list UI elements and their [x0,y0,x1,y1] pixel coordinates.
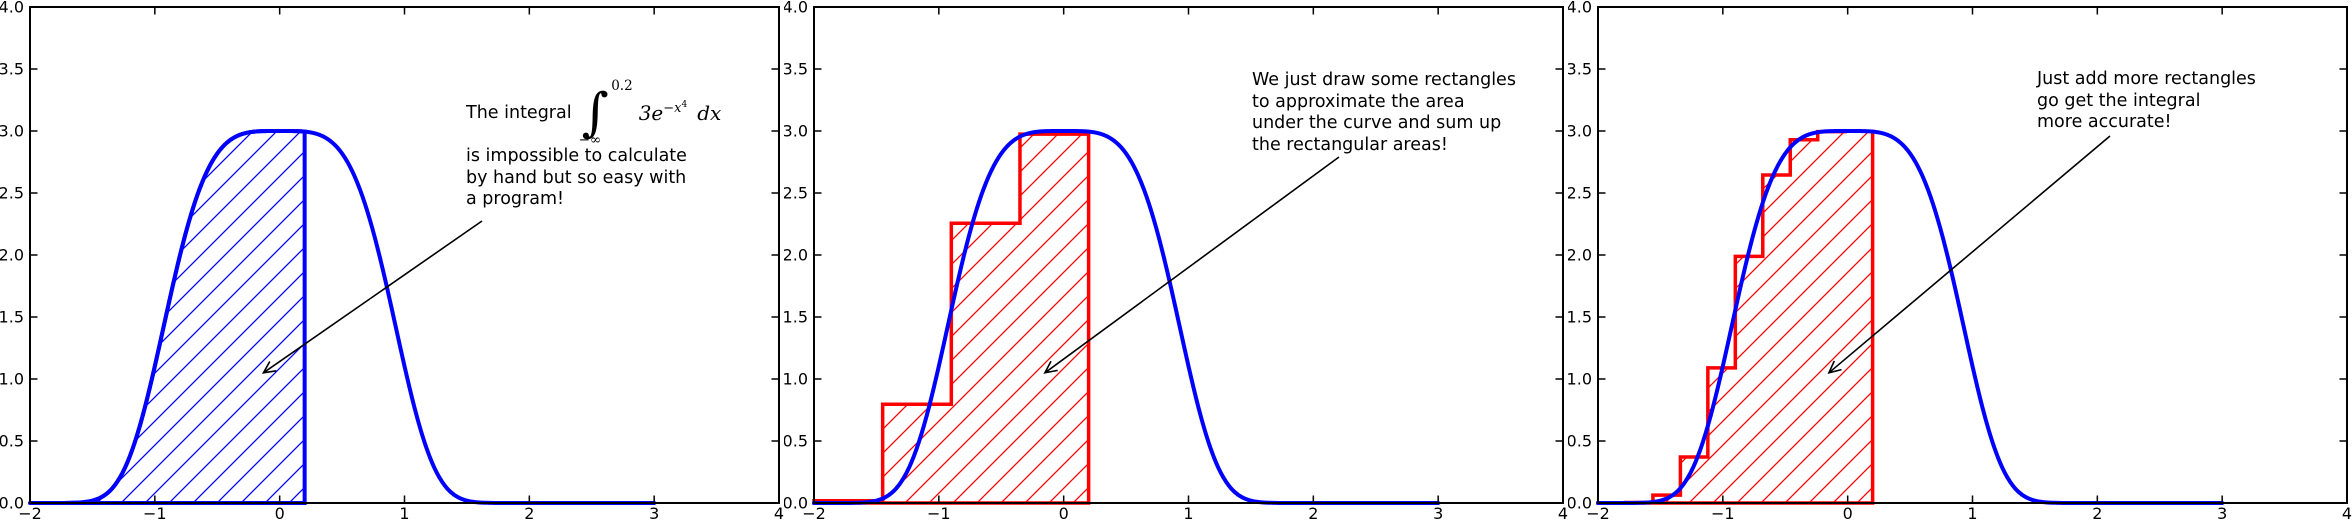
x-tick-label: 0 [275,504,285,523]
integral-lower-limit: −∞ [578,132,602,148]
annotation-line: We just draw some rectangles [1252,70,1516,90]
annotation-line: to approximate the area [1252,91,1465,112]
annotation-text: Just add more rectangles go get the inte… [2037,69,2256,134]
x-tick-label: 0 [1843,504,1853,523]
x-tick-label: −2 [1586,504,1610,523]
y-tick-label: 2.5 [784,184,808,203]
integral-sign-icon: ∫ 0.2 −∞ [579,79,633,147]
x-tick-label: 2 [1308,504,1318,523]
y-tick-label: 1.0 [0,370,24,389]
subplot-left-exact-integral: −2 −1 0 1 2 3 4 0.0 0.5 1.0 1.5 2.0 2.5 3.0 3.5 4.0 The… [0,0,784,524]
x-tick-label: −1 [143,504,167,523]
x-tick-label: 0 [1059,504,1069,523]
tick-marks [1597,6,2348,504]
integral-glyph: ∫ [581,83,609,143]
y-tick-label: 4.0 [1568,0,1592,17]
annotation-line: by hand but so easy with [466,167,687,188]
plot-background [0,0,784,524]
y-tick-label: 3.0 [1568,122,1592,141]
y-tick-label: 3.5 [1568,60,1592,79]
plot-canvas: −2 −1 0 1 2 3 4 0.0 0.5 1.0 1.5 2.0 2.5 3.0 3.5 4.0 [0,0,784,524]
y-tick-label: 2.0 [1568,246,1592,265]
annotation-line: under the curve and sum up [1252,113,1502,133]
x-tick-label: 3 [1433,504,1443,523]
y-tick-label: 1.5 [784,308,808,327]
subplot-middle-few-rectangles: −2 −1 0 1 2 3 4 0.0 0.5 1.0 1.5 2.0 2.5 3.0 3.5 4.0 We … [784,0,1568,524]
y-tick-label: 1.5 [0,308,24,327]
y-tick-label: 2.0 [784,246,808,265]
formula-prefix: The integral [466,103,572,123]
y-tick-label: 3.0 [0,122,24,141]
annotation-text: We just draw some rectangles to approxim… [1252,70,1516,156]
x-tick-label: 4 [2342,504,2352,523]
y-tick-label: 0.0 [0,494,24,513]
annotation-arrow [261,220,483,374]
differential: dx [697,101,722,125]
annotation-arrow [1043,156,1340,374]
y-tick-label: 0.5 [784,432,808,451]
x-tick-label: −2 [18,504,42,523]
annotation-line: Just add more rectangles [2037,69,2256,89]
x-tick-label: −1 [927,504,951,523]
annotation-line: is impossible to calculate [466,146,687,166]
y-tick-label: 0.0 [1568,494,1592,513]
annotation-line: the rectangular areas! [1252,134,1448,155]
x-tick-label: 1 [1967,504,1977,523]
annotation-line: go get the integral [2037,90,2201,111]
annotation-line: more accurate! [2037,112,2172,132]
x-tick-label: 1 [1183,504,1193,523]
y-tick-label: 4.0 [0,0,24,17]
y-tick-label: 1.5 [1568,308,1592,327]
y-tick-label: 3.0 [784,122,808,141]
annotation-line: a program! [466,189,565,209]
integral-formula: The integral ∫ 0.2 −∞ 3e−x4 dx [466,79,722,147]
y-tick-label: 1.0 [1568,370,1592,389]
y-tick-label: 2.5 [0,184,24,203]
tick-marks [29,6,780,504]
subplot-right-more-rectangles: −2 −1 0 1 2 3 4 0.0 0.5 1.0 1.5 2.0 2.5 3.0 3.5 4.0 Jus… [1568,0,2352,524]
integrand: 3e−x4 dx [638,100,722,125]
y-tick-label: 2.0 [0,246,24,265]
x-tick-label: 2 [2092,504,2102,523]
integral-upper-limit: 0.2 [611,78,633,94]
y-tick-label: 4.0 [784,0,808,17]
y-tick-label: 2.5 [1568,184,1592,203]
x-tick-label: 4 [774,504,784,523]
x-tick-label: −2 [802,504,826,523]
x-tick-label: 2 [524,504,534,523]
y-tick-label: 3.5 [0,60,24,79]
annotation-arrow [1827,135,2111,374]
y-tick-label: 0.0 [784,494,808,513]
x-tick-label: 1 [399,504,409,523]
x-tick-label: 4 [1558,504,1568,523]
annotation-text: is impossible to calculate by hand but s… [466,146,687,211]
y-tick-label: 1.0 [784,370,808,389]
plot-canvas: −2 −1 0 1 2 3 4 0.0 0.5 1.0 1.5 2.0 2.5 3.0 3.5 4.0 [1568,0,2352,524]
y-tick-label: 3.5 [784,60,808,79]
y-tick-label: 0.5 [1568,432,1592,451]
x-tick-label: 3 [649,504,659,523]
plot-canvas: −2 −1 0 1 2 3 4 0.0 0.5 1.0 1.5 2.0 2.5 3.0 3.5 4.0 [784,0,1568,524]
x-tick-label: 3 [2217,504,2227,523]
tick-marks [813,6,1564,504]
x-tick-label: −1 [1711,504,1735,523]
y-tick-label: 0.5 [0,432,24,451]
